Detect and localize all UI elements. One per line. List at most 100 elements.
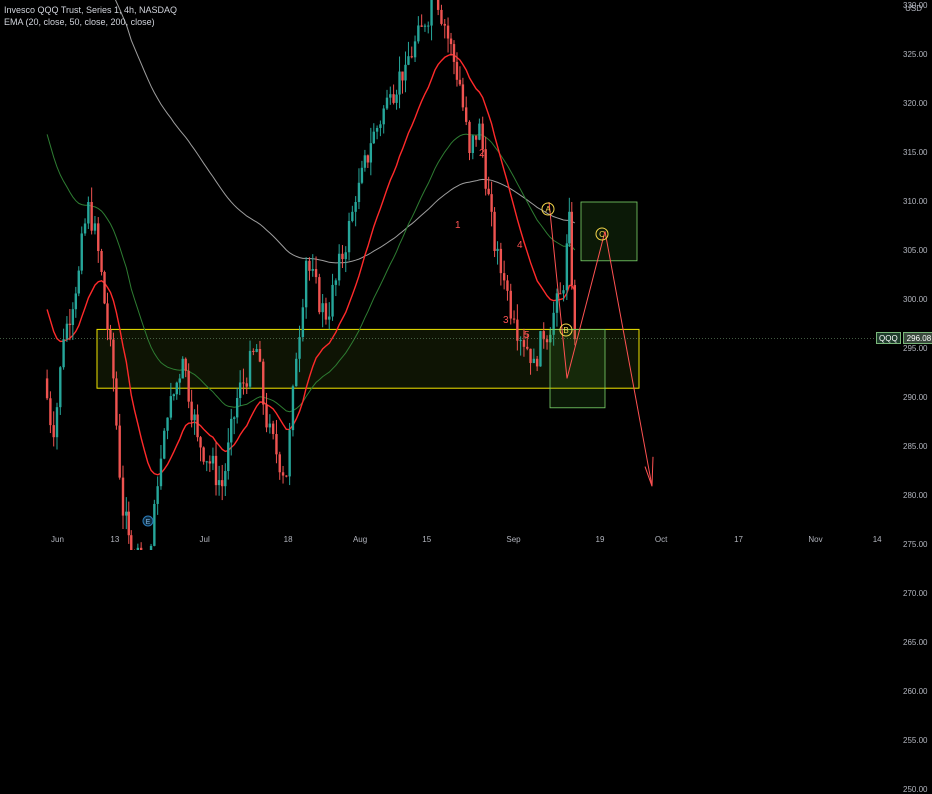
annotations: 2 1 3 4 5 A B C E xyxy=(142,148,654,527)
candle-body xyxy=(344,252,347,260)
candle-body xyxy=(55,407,59,438)
candle-body xyxy=(529,348,532,364)
candle-body xyxy=(308,260,311,271)
candle-body xyxy=(248,350,252,387)
candle-body xyxy=(175,382,178,395)
candle-body xyxy=(465,107,468,122)
candle-body xyxy=(49,398,52,426)
candle-body xyxy=(298,337,301,359)
price-axis[interactable]: 250.00 255.00 260.00 265.00 270.00 275.00 280.… xyxy=(898,0,932,794)
candle-body xyxy=(490,194,493,212)
candle-body xyxy=(512,318,516,320)
candle-body xyxy=(552,312,555,335)
last-price-value: 296.08 xyxy=(902,332,932,345)
wave-label: 1 xyxy=(455,220,461,231)
time-tick-label: Jul xyxy=(199,535,210,544)
candle-body xyxy=(202,447,205,462)
candle-body xyxy=(413,41,417,58)
candle-body xyxy=(347,220,351,253)
candle-body xyxy=(522,340,526,347)
candle-body xyxy=(288,430,291,477)
candle-body xyxy=(366,155,370,163)
candle-body xyxy=(230,418,233,443)
candle-body xyxy=(570,211,573,286)
time-tick-label: 15 xyxy=(422,535,432,544)
candle-body xyxy=(385,97,389,109)
candle-body xyxy=(304,260,308,308)
candle-body xyxy=(487,188,490,195)
candle-body xyxy=(196,414,199,438)
candle-body xyxy=(121,477,125,516)
candle-body xyxy=(314,269,318,278)
candle-body xyxy=(535,358,539,367)
last-price-tag: QQQ 296.08 xyxy=(876,332,932,345)
candle-body xyxy=(417,25,420,42)
candle-body xyxy=(427,25,430,27)
candle-body xyxy=(484,149,487,189)
candle-body xyxy=(481,123,484,150)
candle-body xyxy=(311,269,314,271)
price-tick-label: 260.00 xyxy=(903,687,928,696)
candle-body xyxy=(153,503,156,546)
projection-box-b xyxy=(549,328,606,409)
candle-body xyxy=(401,71,404,81)
candle-body xyxy=(478,123,481,140)
currency-label: USD xyxy=(905,4,922,13)
candle-body xyxy=(217,480,221,486)
price-tick-label: 310.00 xyxy=(903,197,928,206)
wave-label: 5 xyxy=(524,330,530,341)
candle-body xyxy=(187,370,190,402)
candle-body xyxy=(149,545,153,550)
candle-body xyxy=(166,417,169,431)
candle-body xyxy=(471,135,474,153)
candle-body xyxy=(130,535,133,550)
time-tick-label: Nov xyxy=(808,535,823,544)
candle-body xyxy=(436,0,440,10)
price-tick-label: 275.00 xyxy=(903,540,928,549)
time-tick-label: 14 xyxy=(872,535,882,544)
ema-20-line xyxy=(46,53,576,476)
time-tick-label: Sep xyxy=(506,535,521,544)
candle-body xyxy=(275,434,278,455)
candle-body xyxy=(398,71,401,95)
candle-body xyxy=(65,323,69,340)
candle-body xyxy=(446,25,450,39)
candle-body xyxy=(184,358,187,371)
candle-body xyxy=(392,94,395,103)
candle-body xyxy=(74,293,78,310)
candle-body xyxy=(52,425,55,438)
candle-body xyxy=(87,202,90,224)
candle-body xyxy=(341,253,344,260)
candle-body xyxy=(68,323,72,325)
candle-body xyxy=(136,547,140,550)
candle-body xyxy=(112,339,115,379)
candle-body xyxy=(127,511,130,536)
candle-body xyxy=(363,155,367,168)
candle-body xyxy=(430,0,433,26)
candle-body xyxy=(103,271,106,304)
candle-body xyxy=(532,358,536,364)
wave-label: A xyxy=(545,205,551,214)
candle-body xyxy=(519,340,522,342)
time-tick-label: 19 xyxy=(595,535,605,544)
candle-body xyxy=(178,378,181,383)
candle-body xyxy=(321,303,324,313)
candle-body xyxy=(265,404,268,428)
time-tick-label: 13 xyxy=(110,535,120,544)
wave-label: 4 xyxy=(517,240,523,251)
price-tick-label: 290.00 xyxy=(903,393,928,402)
support-zone xyxy=(96,328,640,389)
candle-body xyxy=(410,56,413,58)
candle-body xyxy=(301,307,305,338)
candle-body xyxy=(382,108,385,125)
candle-body xyxy=(278,454,281,473)
candle-body xyxy=(208,461,212,464)
candle-body xyxy=(139,547,143,550)
candle-body xyxy=(502,273,506,281)
price-tick-label: 265.00 xyxy=(903,638,928,647)
candle-body xyxy=(106,303,109,331)
candle-body xyxy=(163,430,166,459)
wave-label: 2 xyxy=(479,148,485,159)
candle-body xyxy=(45,378,49,399)
